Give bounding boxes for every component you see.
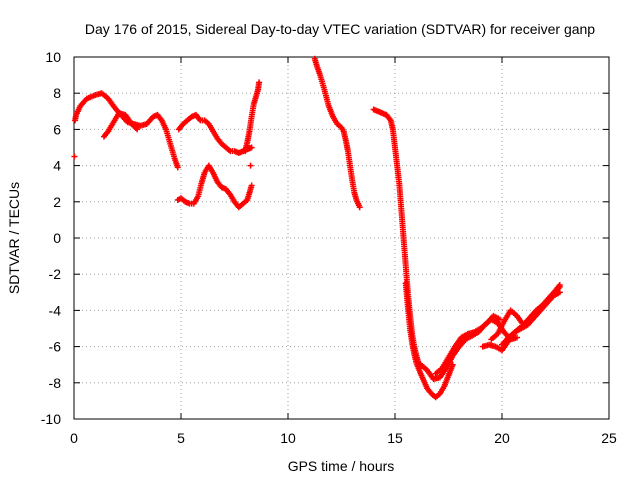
y-tick-label: 6	[53, 121, 61, 137]
data-point	[556, 283, 563, 290]
y-tick-label: 4	[53, 158, 61, 174]
x-axis-label: GPS time / hours	[288, 458, 395, 474]
data-point	[247, 162, 254, 169]
data-point	[71, 153, 78, 160]
data-point	[256, 79, 263, 86]
x-tick-label: 20	[494, 430, 510, 446]
data-marks	[71, 55, 563, 401]
y-tick-label: 8	[53, 85, 61, 101]
y-tick-label: -8	[49, 375, 62, 391]
x-tick-label: 15	[387, 430, 403, 446]
data-point	[134, 126, 141, 133]
x-tick-label: 25	[601, 430, 617, 446]
y-tick-label: 10	[45, 49, 61, 65]
data-point	[248, 144, 255, 151]
x-tick-label: 0	[70, 430, 78, 446]
y-tick-label: -6	[49, 339, 62, 355]
data-point	[513, 334, 520, 341]
data-point	[356, 204, 363, 211]
grid	[74, 57, 609, 419]
data-point	[174, 164, 181, 171]
x-tick-label: 10	[280, 430, 296, 446]
y-tick-label: -10	[41, 411, 61, 427]
y-axis-label: SDTVAR / TECUs	[6, 182, 22, 294]
y-tick-label: -2	[49, 266, 62, 282]
chart-title: Day 176 of 2015, Sidereal Day-to-day VTE…	[85, 21, 595, 37]
axis-ticks: 0 5 10 15 20 25 -10 -8 -6 -4 -2 0 2 4 6 8 10	[41, 49, 617, 446]
y-tick-label: -4	[49, 302, 62, 318]
x-tick-label: 5	[177, 430, 185, 446]
y-tick-label: 2	[53, 194, 61, 210]
y-tick-label: 0	[53, 230, 61, 246]
data-point	[248, 182, 255, 189]
data-point	[496, 316, 503, 323]
